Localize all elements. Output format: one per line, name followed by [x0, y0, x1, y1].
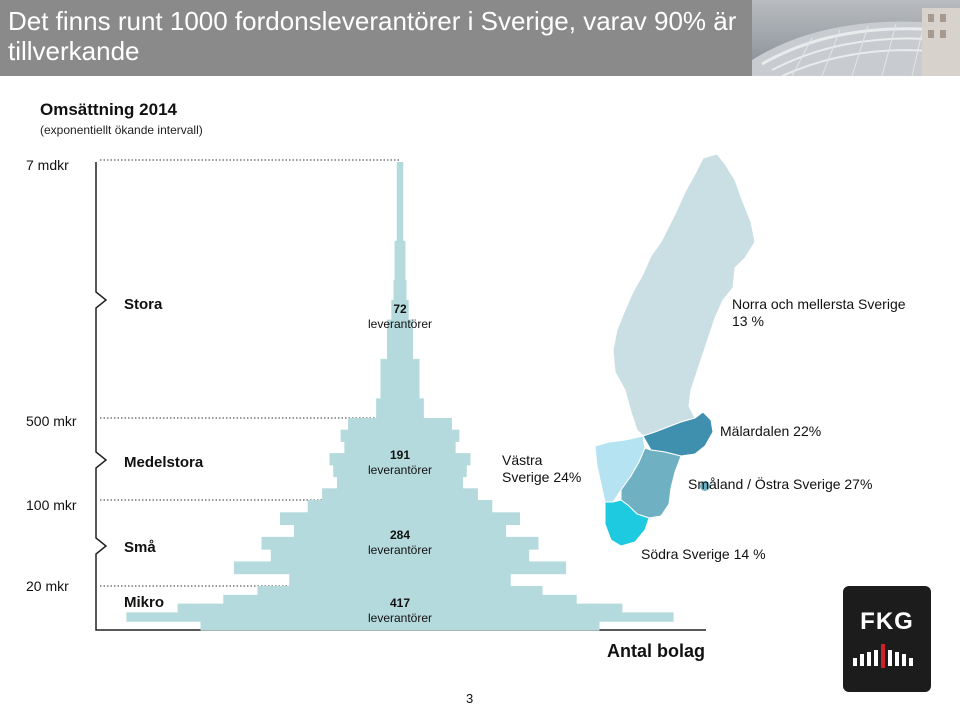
y-axis-brace — [95, 500, 108, 586]
bar-segment-stora — [376, 398, 424, 419]
bar-segment-små — [289, 573, 511, 587]
count-label: 191 leverantörer — [355, 448, 445, 478]
y-tick-label: 7 mdkr — [26, 157, 69, 173]
bar-segment-stora — [394, 240, 406, 261]
bar-segment-stora — [380, 358, 420, 380]
region-share: Sverige 24% — [502, 469, 582, 485]
count-unit: leverantörer — [367, 543, 433, 557]
count-value: 191 — [389, 448, 411, 462]
count-label: 417 leverantörer — [355, 596, 445, 626]
count-unit: leverantörer — [367, 463, 433, 477]
bar-segment-små — [233, 561, 567, 575]
bar-segment-mikro — [177, 603, 623, 613]
bar-segment-medelstora — [329, 453, 471, 466]
count-unit: leverantörer — [367, 611, 433, 625]
region-label-malardalen: Mälardalen 22% — [720, 423, 822, 439]
bar-segment-stora — [391, 299, 409, 321]
y-axis-brace — [95, 162, 108, 418]
y-tick-label: 100 mkr — [26, 497, 77, 513]
bar-segment-mikro — [257, 586, 543, 596]
page-number: 3 — [466, 691, 474, 706]
region-label-smaland: Småland / Östra Sverige 27% — [688, 476, 873, 492]
region-label-norra: Norra och mellersta Sverige 13 % — [732, 296, 906, 330]
bar-segment-stora — [380, 378, 420, 399]
bar-segment-stora — [396, 221, 404, 242]
category-label: Mikro — [124, 594, 165, 611]
region-name: Norra och mellersta Sverige — [732, 296, 906, 312]
bar-segment-medelstora — [344, 441, 456, 454]
header-bar: Det finns runt 1000 fordonsleverantörer … — [0, 0, 960, 76]
bar-segment-mikro — [200, 621, 600, 631]
bar-segment-stora — [393, 280, 407, 301]
count-value: 417 — [389, 596, 411, 610]
bar-segment-stora — [396, 181, 404, 202]
header-photo — [752, 0, 960, 76]
category-label: Små — [124, 539, 156, 556]
y-tick-label: 500 mkr — [26, 413, 77, 429]
y-tick-label: 20 mkr — [26, 578, 69, 594]
bar-segment-små — [270, 549, 530, 562]
logo-text: FKG — [860, 608, 914, 635]
bar-segment-små — [261, 536, 539, 550]
category-label: Medelstora — [124, 454, 204, 471]
logo-bars-icon — [853, 644, 913, 668]
count-unit: leverantörer — [367, 317, 433, 331]
bar-segment-stora — [386, 319, 414, 340]
map-region-smaland — [620, 447, 682, 519]
y-axis-brace — [95, 418, 108, 500]
chart-subtitle: (exponentiellt ökande intervall) — [40, 123, 203, 137]
building-photo-illustration — [752, 8, 960, 76]
bar-segment-medelstora — [340, 429, 460, 442]
count-value: 72 — [393, 302, 407, 316]
bar-segment-stora — [396, 162, 404, 183]
bar-segment-medelstora — [348, 418, 452, 431]
bar-segment-stora — [394, 260, 406, 281]
map-region-gotland — [700, 481, 710, 491]
count-label: 284 leverantörer — [355, 528, 445, 558]
bar-segment-medelstora — [336, 476, 464, 489]
region-name: Västra — [502, 452, 543, 468]
map-region-norra — [612, 153, 756, 437]
bar-segment-stora — [396, 201, 404, 222]
x-axis-label: Antal bolag — [607, 641, 705, 661]
bar-segment-mikro — [223, 594, 577, 605]
sweden-map — [594, 153, 756, 547]
fkg-logo: FKG — [843, 586, 931, 692]
bar-segment-stora — [386, 339, 414, 360]
region-share: 13 % — [732, 313, 764, 329]
category-label: Stora — [124, 296, 163, 313]
region-label-vastra: Västra Sverige 24% — [502, 452, 581, 486]
region-label-sodra: Södra Sverige 14 % — [641, 546, 766, 562]
count-label: 72 leverantörer — [355, 302, 445, 332]
bar-segment-små — [280, 512, 520, 526]
map-region-sodra — [604, 499, 650, 547]
bar-segment-medelstora — [322, 488, 478, 501]
bar-segment-små — [307, 500, 493, 513]
chart-title: Omsättning 2014 — [40, 100, 177, 119]
bar-segment-mikro — [126, 612, 674, 622]
bar-segment-små — [293, 524, 507, 538]
slide-title: Det finns runt 1000 fordonsleverantörer … — [8, 6, 737, 66]
count-value: 284 — [389, 528, 411, 542]
bar-segment-medelstora — [333, 464, 467, 478]
